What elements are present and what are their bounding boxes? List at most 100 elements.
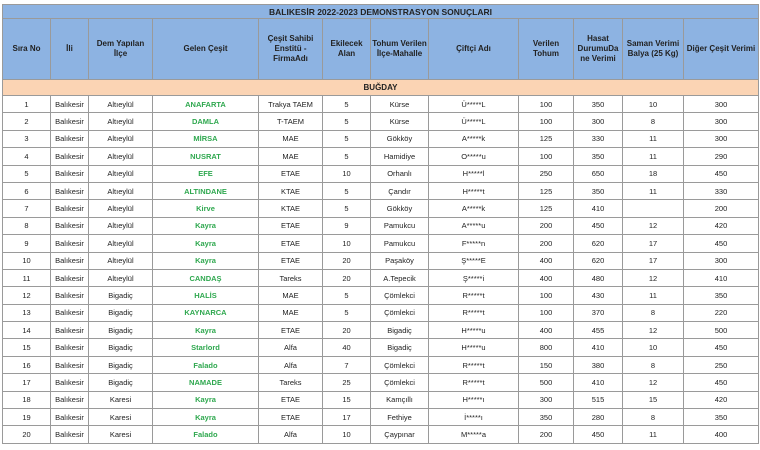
- table-cell: 650: [573, 164, 623, 183]
- table-cell: Bigadiç: [88, 286, 153, 305]
- table-cell: 8: [2, 216, 51, 236]
- table-cell: 25: [322, 373, 371, 392]
- table-cell: Ü*****L: [428, 94, 519, 114]
- table-cell: 450: [683, 338, 759, 357]
- table-cell: 5: [322, 94, 371, 114]
- table-cell: 11: [622, 181, 684, 201]
- table-cell: 100: [518, 94, 574, 114]
- table-cell: Çömlekci: [370, 303, 429, 323]
- table-cell: Alfa: [258, 355, 323, 375]
- table-cell: Bigadiç: [88, 355, 153, 375]
- table-cell: 15: [2, 338, 51, 357]
- table-cell: 17: [322, 408, 371, 427]
- table-cell: 500: [518, 373, 574, 392]
- table-cell: 3: [2, 129, 51, 149]
- table-cell: 8: [622, 112, 684, 131]
- table-cell: 18: [622, 164, 684, 183]
- table-cell: 200: [518, 216, 574, 236]
- table-cell: 300: [683, 94, 759, 114]
- table-row: 1 Balıkesir Altıeylül ANAFARTA Trakya TAEM 5 K…: [2, 94, 759, 114]
- table-cell: ETAE: [258, 234, 323, 253]
- table-cell: 125: [518, 181, 574, 201]
- table-cell: Balıkesir: [50, 129, 89, 149]
- table-cell: 11: [622, 129, 684, 149]
- table-cell: Kamçıllı: [370, 390, 429, 410]
- table-cell: Hamidiye: [370, 147, 429, 166]
- column-header: Dem Yapılan İlçe: [88, 18, 153, 80]
- table-cell: Pamukcu: [370, 216, 429, 236]
- table-cell: A*****k: [428, 129, 519, 149]
- table-cell: Kürse: [370, 94, 429, 114]
- table-cell: 14: [2, 321, 51, 340]
- table-cell: Altıeylül: [88, 112, 153, 131]
- table-cell: 1: [2, 94, 51, 114]
- table-row: 6 Balıkesir Altıeylül ALTINDANE KTAE 5 Çandır H…: [2, 181, 759, 201]
- table-cell: 9: [322, 216, 371, 236]
- table-cell: 8: [622, 355, 684, 375]
- table-cell: H*****u: [428, 321, 519, 340]
- table-cell: Alfa: [258, 425, 323, 444]
- table-row: 8 Balıkesir Altıeylül Kayra ETAE 9 Pamukcu A***…: [2, 216, 759, 236]
- table-cell: Balıkesir: [50, 94, 89, 114]
- table-cell: 40: [322, 338, 371, 357]
- table-cell: 300: [683, 251, 759, 270]
- table-cell: Çandır: [370, 181, 429, 201]
- table-cell: 350: [573, 94, 623, 114]
- table-cell: Alfa: [258, 338, 323, 357]
- table-cell: 10: [322, 425, 371, 444]
- table-cell: Balıkesir: [50, 181, 89, 201]
- table-cell: 450: [573, 216, 623, 236]
- table-cell: 300: [683, 112, 759, 131]
- table-cell: Bigadiç: [370, 321, 429, 340]
- table-cell: 11: [622, 425, 684, 444]
- variety-cell: Kayra: [152, 408, 259, 427]
- table-cell: 800: [518, 338, 574, 357]
- table-row: 14 Balıkesir Bigadiç Kayra ETAE 20 Bigadiç H***…: [2, 321, 759, 340]
- variety-cell: Starlord: [152, 338, 259, 357]
- column-header: Gelen Çeşit: [152, 18, 259, 80]
- table-cell: 350: [573, 147, 623, 166]
- results-table: BALIKESİR 2022-2023 DEMONSTRASYON SONUÇL…: [2, 4, 759, 444]
- table-cell: 220: [683, 303, 759, 323]
- table-cell: 10: [622, 94, 684, 114]
- table-cell: Altıeylül: [88, 268, 153, 288]
- table-cell: Altıeylül: [88, 181, 153, 201]
- table-row: 17 Balıkesir Bigadiç NAMADE Tareks 25 Çömlekci…: [2, 373, 759, 392]
- table-cell: R*****t: [428, 286, 519, 305]
- table-cell: Bigadiç: [88, 321, 153, 340]
- table-cell: 400: [518, 251, 574, 270]
- table-cell: 15: [322, 390, 371, 410]
- table-cell: Kürse: [370, 112, 429, 131]
- table-cell: 350: [573, 181, 623, 201]
- table-cell: Altıeylül: [88, 129, 153, 149]
- table-row: 18 Balıkesir Karesi Kayra ETAE 15 Kamçıllı H***…: [2, 390, 759, 410]
- table-cell: 200: [683, 199, 759, 218]
- table-cell: 9: [2, 234, 51, 253]
- table-row: 3 Balıkesir Altıeylül MİRSA MAE 5 Gökköy A*****…: [2, 129, 759, 149]
- table-cell: 350: [683, 286, 759, 305]
- table-row: 9 Balıkesir Altıeylül Kayra ETAE 10 Pamukcu F**…: [2, 234, 759, 253]
- title-row: BALIKESİR 2022-2023 DEMONSTRASYON SONUÇL…: [2, 4, 759, 19]
- table-row: 4 Balıkesir Altıeylül NUSRAT MAE 5 Hamidiye O**…: [2, 147, 759, 166]
- table-cell: H*****l: [428, 164, 519, 183]
- table-cell: 400: [683, 425, 759, 444]
- table-cell: 10: [322, 234, 371, 253]
- table-cell: 11: [622, 286, 684, 305]
- variety-cell: Kirve: [152, 199, 259, 218]
- table-cell: ETAE: [258, 321, 323, 340]
- table-cell: Bigadiç: [88, 338, 153, 357]
- table-cell: 12: [622, 321, 684, 340]
- table-cell: 410: [573, 199, 623, 218]
- table-cell: 100: [518, 147, 574, 166]
- table-row: 15 Balıkesir Bigadiç Starlord Alfa 40 Bigadiç H…: [2, 338, 759, 357]
- table-cell: 12: [622, 268, 684, 288]
- table-cell: Balıkesir: [50, 112, 89, 131]
- variety-cell: ANAFARTA: [152, 94, 259, 114]
- table-cell: R*****t: [428, 355, 519, 375]
- table-cell: Ş*****E: [428, 251, 519, 270]
- variety-cell: MİRSA: [152, 129, 259, 149]
- table-row: 10 Balıkesir Altıeylül Kayra ETAE 20 Paşaköy Ş*…: [2, 251, 759, 270]
- table-cell: Ü*****L: [428, 112, 519, 131]
- table-row: 11 Balıkesir Altıeylül CANDAŞ Tareks 20 A.Tepe…: [2, 268, 759, 288]
